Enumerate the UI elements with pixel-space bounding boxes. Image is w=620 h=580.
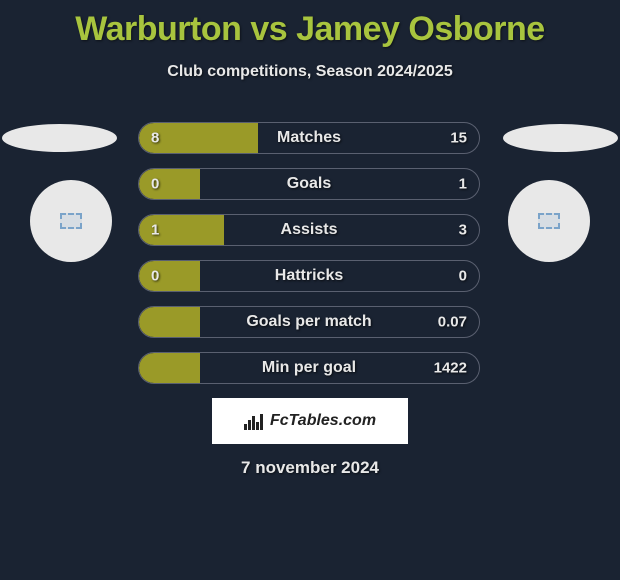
stat-label: Goals per match [246, 313, 371, 331]
stat-row: 8 Matches 15 [138, 122, 480, 154]
stat-right-value: 1 [459, 176, 467, 193]
stat-label: Assists [281, 221, 338, 239]
stat-left-fill [139, 353, 200, 383]
stat-left-value: 0 [151, 176, 159, 193]
stat-label: Hattricks [275, 267, 343, 285]
stat-left-value: 0 [151, 268, 159, 285]
stat-label: Min per goal [262, 359, 356, 377]
stat-right-value: 0.07 [438, 314, 467, 331]
stat-row: 0 Hattricks 0 [138, 260, 480, 292]
stat-label: Matches [277, 129, 341, 147]
stat-row: Goals per match 0.07 [138, 306, 480, 338]
brand-badge: FcTables.com [212, 398, 408, 444]
stat-right-value: 1422 [434, 360, 467, 377]
brand-label: FcTables.com [244, 412, 376, 430]
stat-right-value: 0 [459, 268, 467, 285]
stat-label: Goals [287, 175, 331, 193]
stat-right-value: 15 [450, 130, 467, 147]
brand-text: FcTables.com [270, 412, 376, 430]
right-player-badge-oval [503, 124, 618, 152]
stat-right-value: 3 [459, 222, 467, 239]
stat-left-value: 1 [151, 222, 159, 239]
stat-left-fill [139, 307, 200, 337]
placeholder-icon [538, 213, 560, 229]
stats-bars-container: 8 Matches 15 0 Goals 1 1 Assists 3 0 Hattricks 0 Goa… [138, 122, 480, 398]
stat-row: 0 Goals 1 [138, 168, 480, 200]
comparison-title: Warburton vs Jamey Osborne [0, 0, 620, 49]
left-player-badge-oval [2, 124, 117, 152]
comparison-subtitle: Club competitions, Season 2024/2025 [0, 63, 620, 81]
snapshot-date: 7 november 2024 [241, 458, 379, 478]
stat-left-fill [139, 169, 200, 199]
stat-row: Min per goal 1422 [138, 352, 480, 384]
right-player-badge-circle [508, 180, 590, 262]
placeholder-icon [60, 213, 82, 229]
left-player-badge-circle [30, 180, 112, 262]
stat-left-value: 8 [151, 130, 159, 147]
stat-left-fill [139, 261, 200, 291]
bars-icon [244, 412, 266, 430]
stat-row: 1 Assists 3 [138, 214, 480, 246]
